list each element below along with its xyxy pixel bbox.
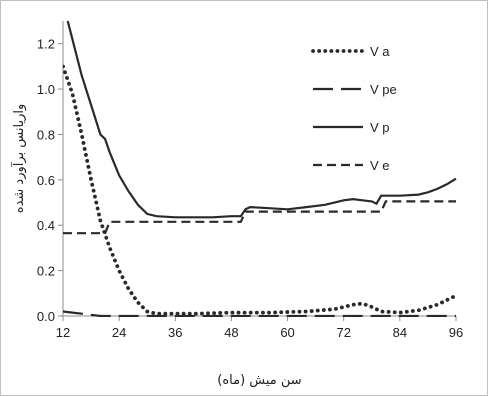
series-line-v-e (63, 200, 456, 235)
y-tick-label: 1.0 (37, 82, 55, 97)
series-line-v-a (63, 64, 458, 316)
series-line-v-pe (63, 310, 456, 317)
y-tick-label: 0.6 (37, 173, 55, 188)
y-tick-label: 0.8 (37, 127, 55, 142)
y-tick-label: 0.2 (37, 264, 55, 279)
x-axis: 12 24 36 48 60 72 84 96 (56, 315, 463, 340)
legend-label-v-pe: V pe (370, 82, 397, 97)
legend-label-v-a: V a (370, 44, 390, 59)
y-tick-label: 1.2 (37, 37, 55, 52)
x-tick-label: 36 (168, 325, 182, 340)
y-axis: 0.0 0.2 0.4 0.6 0.8 1.0 1.2 (37, 21, 64, 324)
series-layer (63, 20, 458, 317)
x-tick-label: 72 (336, 325, 350, 340)
legend: V a V pe V p V e (311, 44, 397, 173)
x-axis-title: سن میش (ماه) (217, 373, 301, 388)
x-tick-label: 24 (112, 325, 126, 340)
x-tick-label: 12 (56, 325, 70, 340)
x-tick-label: 48 (224, 325, 238, 340)
legend-label-v-p: V p (370, 120, 390, 135)
legend-label-v-e: V e (370, 158, 390, 173)
x-tick-label: 60 (280, 325, 294, 340)
x-tick-label: 84 (393, 325, 407, 340)
y-axis-title: واریانس برآورد شده (10, 104, 27, 213)
x-tick-label: 96 (449, 325, 463, 340)
series-line-v-p (66, 20, 457, 219)
y-tick-label: 0.0 (37, 309, 55, 324)
y-tick-label: 0.4 (37, 218, 55, 233)
